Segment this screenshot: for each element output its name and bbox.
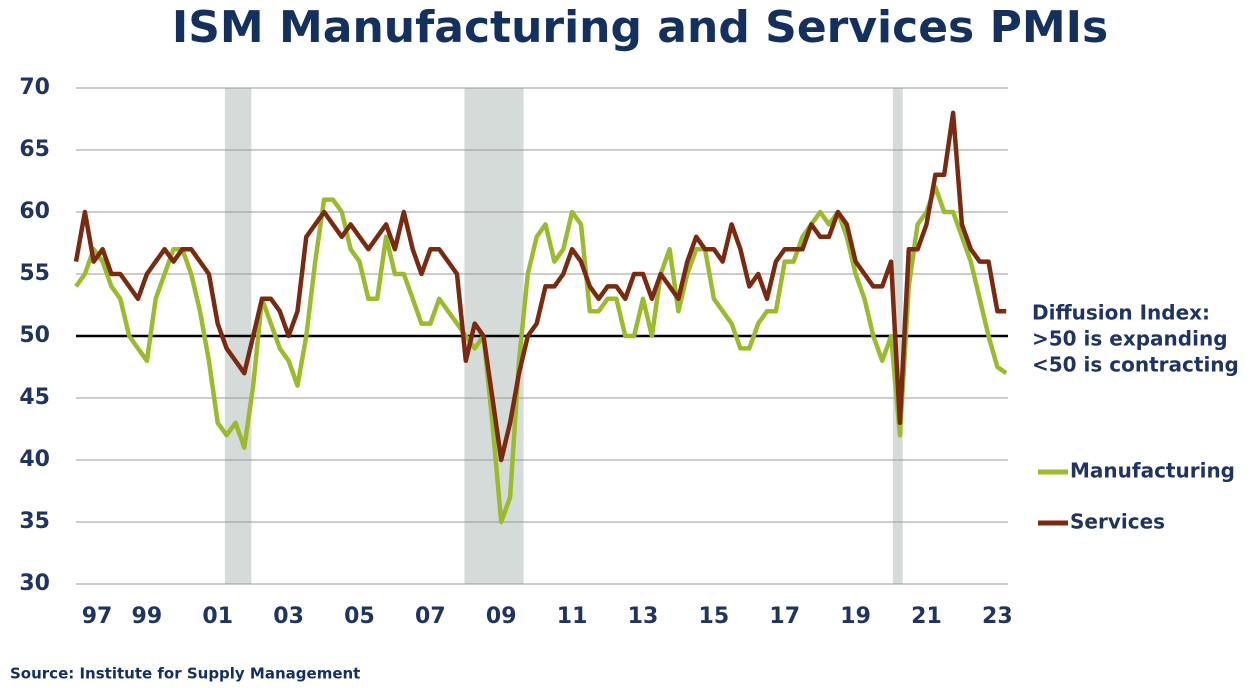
y-tick-label: 30: [19, 571, 50, 596]
chart-title: ISM Manufacturing and Services PMIs: [172, 2, 1108, 53]
annotation: >50 is expanding: [1032, 327, 1228, 351]
x-tick-label: 11: [557, 604, 588, 629]
x-tick-label: 99: [132, 604, 163, 629]
legend-label: Manufacturing: [1070, 459, 1235, 483]
x-tick-label: 19: [840, 604, 871, 629]
annotation-title: Diffusion Index:: [1032, 301, 1210, 325]
x-tick-label: 17: [769, 604, 800, 629]
y-tick-label: 35: [19, 509, 50, 534]
y-tick-label: 65: [19, 137, 50, 162]
y-tick-label: 40: [19, 447, 50, 472]
source: Source: Institute for Supply Management: [10, 665, 360, 683]
x-tick-label: 01: [202, 604, 233, 629]
x-tick-label: 15: [699, 604, 730, 629]
x-tick-label: 13: [628, 604, 659, 629]
x-tick-label: 03: [273, 604, 304, 629]
annotation: <50 is contracting: [1032, 353, 1239, 377]
y-tick-label: 60: [19, 199, 50, 224]
y-tick-label: 55: [19, 261, 50, 286]
x-tick-label: 97: [82, 604, 113, 629]
series-line: [74, 184, 1008, 525]
legend-label: Services: [1070, 510, 1165, 534]
x-tick-label: 23: [982, 604, 1013, 629]
x-tick-label: 09: [486, 604, 517, 629]
y-tick-label: 45: [19, 385, 50, 410]
x-tick-label: 21: [911, 604, 942, 629]
x-tick-label: 07: [415, 604, 446, 629]
x-tick-label: 05: [344, 604, 375, 629]
series-line: [73, 110, 1007, 463]
y-tick-label: 70: [19, 75, 50, 100]
y-tick-label: 50: [19, 323, 50, 348]
